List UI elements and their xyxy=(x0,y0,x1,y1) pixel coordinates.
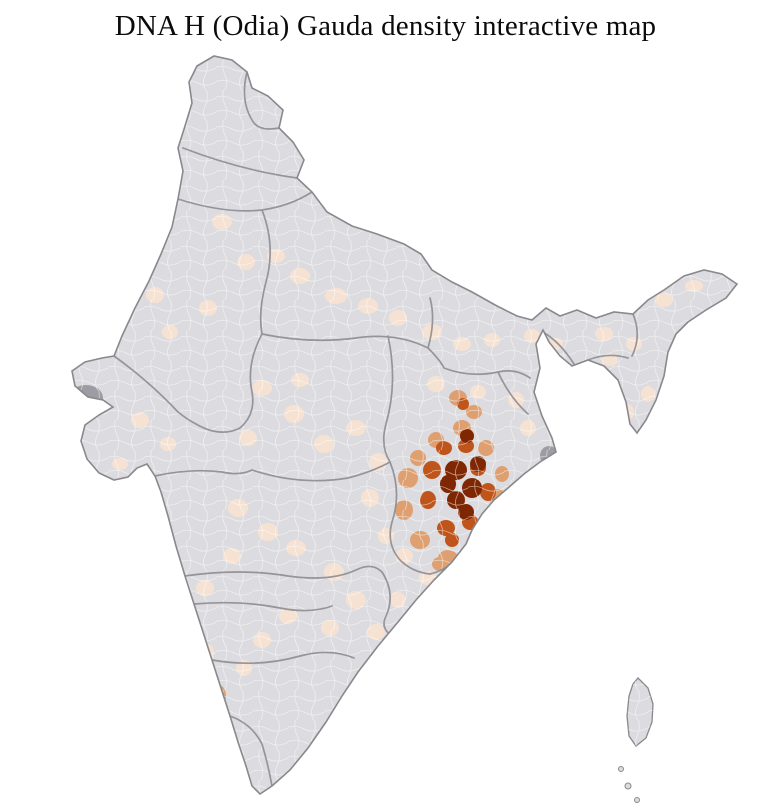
district-borders-texture xyxy=(72,56,737,794)
state-borders xyxy=(113,71,639,787)
sri-lanka[interactable] xyxy=(626,677,654,747)
india-outline xyxy=(71,55,739,796)
page-title: DNA H (Odia) Gauda density interactive m… xyxy=(114,10,657,42)
islands[interactable] xyxy=(618,766,640,803)
sri-lanka-district-texture xyxy=(627,678,653,746)
